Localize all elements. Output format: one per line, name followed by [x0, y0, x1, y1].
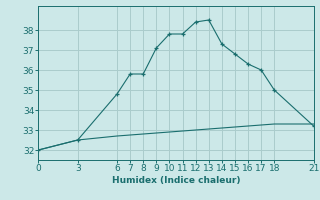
X-axis label: Humidex (Indice chaleur): Humidex (Indice chaleur) [112, 176, 240, 185]
